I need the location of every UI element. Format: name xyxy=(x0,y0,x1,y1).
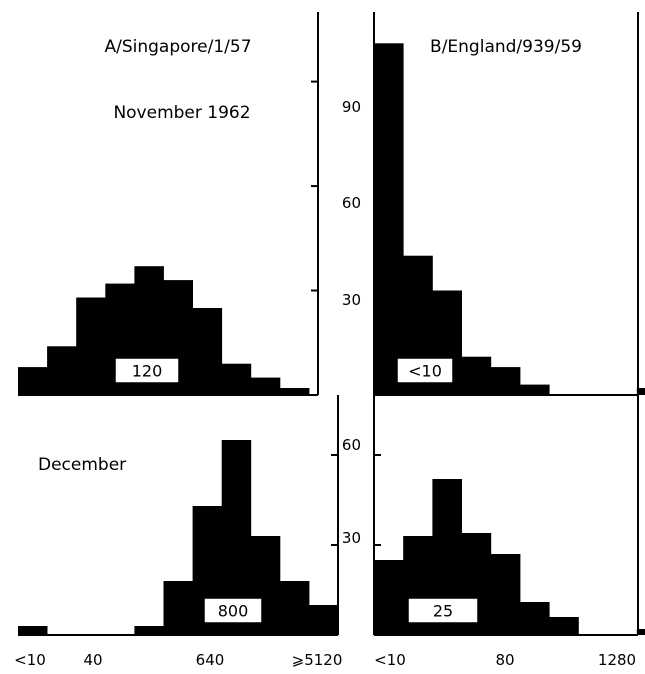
bar-panel-3-5 xyxy=(520,602,550,635)
bar-panel-0-8 xyxy=(250,377,281,395)
xtick-label-panel-d-1: 80 xyxy=(495,651,514,669)
bar-panel-1-4 xyxy=(490,367,521,395)
ytick-label-panel-b-90: 90 xyxy=(342,98,361,116)
bar-panel-2-5 xyxy=(163,581,193,635)
bar-panel-2-9 xyxy=(279,581,310,635)
ytick-label-panel-b-30: 30 xyxy=(342,291,361,309)
bar-panel-2-10 xyxy=(309,605,339,635)
panel-c-subtitle: December xyxy=(38,455,126,475)
bar-panel-3-0 xyxy=(374,560,404,635)
ytick-label-panel-d-30: 30 xyxy=(342,529,361,547)
xtick-label-panel-c-3: ⩾5120 xyxy=(292,651,343,669)
bar-panel-0-7 xyxy=(221,363,252,395)
bar-panel-1-5 xyxy=(520,384,550,395)
bar-panel-0-0 xyxy=(18,367,48,395)
bar-panel-0-1 xyxy=(47,346,77,395)
median-label-panel-0: 120 xyxy=(132,362,163,381)
bar-panel-3-6 xyxy=(549,617,579,635)
bar-panel-3-9 xyxy=(636,629,645,635)
xtick-label-panel-d-0: <10 xyxy=(374,651,406,669)
ytick-label-panel-d-60: 60 xyxy=(342,436,361,454)
bar-panel-3-4 xyxy=(490,554,521,635)
median-box-panel-2 xyxy=(203,597,263,624)
xtick-label-panel-c-1: 40 xyxy=(83,651,102,669)
median-box-panel-0 xyxy=(114,357,180,384)
median-label-panel-3: 25 xyxy=(433,602,453,621)
bar-panel-0-2 xyxy=(76,297,106,395)
xtick-label-panel-c-0: <10 xyxy=(14,651,46,669)
median-label-panel-2: 800 xyxy=(218,602,249,621)
bar-panel-0-6 xyxy=(192,308,223,395)
panel-b-title: B/England/939/59 xyxy=(430,37,582,57)
bar-panel-2-4 xyxy=(134,626,164,635)
chart-marks: 120 <10 800 25 xyxy=(18,43,645,635)
xtick-label-panel-c-2: 640 xyxy=(196,651,225,669)
median-label-panel-1: <10 xyxy=(408,362,442,381)
bar-panel-1-9 xyxy=(636,388,645,395)
ytick-label-panel-b-60: 60 xyxy=(342,194,361,212)
bar-panel-2-0 xyxy=(18,626,48,635)
panel-a-title: A/Singapore/1/57 xyxy=(104,37,251,57)
panel-a-subtitle: November 1962 xyxy=(113,103,250,123)
median-box-panel-3 xyxy=(407,597,479,624)
median-box-panel-1 xyxy=(396,357,454,384)
bar-panel-0-9 xyxy=(279,388,310,395)
bar-panel-1-0 xyxy=(374,43,404,396)
bar-panel-1-3 xyxy=(461,356,492,395)
xtick-label-panel-d-2: 1280 xyxy=(598,651,636,669)
